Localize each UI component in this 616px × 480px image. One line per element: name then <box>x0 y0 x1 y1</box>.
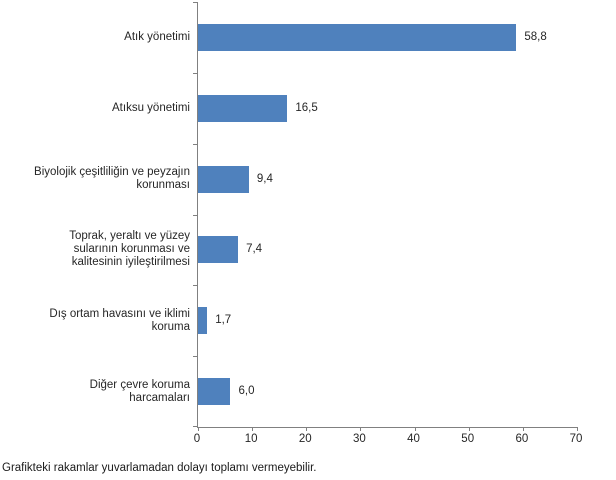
x-axis-tick-label-4: 40 <box>407 433 420 445</box>
y-axis-tick <box>193 356 198 358</box>
x-axis-tick-label-7: 70 <box>569 433 583 445</box>
bar-3 <box>198 236 239 264</box>
value-label-0: 58,8 <box>524 30 547 43</box>
category-label-line: Toprak, yeraltı ve yüzey <box>69 230 190 243</box>
x-axis-tick <box>522 427 524 431</box>
category-label-line: harcamaları <box>129 391 190 404</box>
y-axis-tick <box>193 143 198 145</box>
category-label-line: sularının korunması ve <box>73 243 190 256</box>
x-axis-tick-label-2: 20 <box>298 433 312 445</box>
category-label-0: Atık yönetimi <box>0 31 190 44</box>
category-label-line: Dış ortam havasını ve iklimi <box>49 307 190 320</box>
category-label-line: Atıksu yönetimi <box>112 101 190 114</box>
category-label-line: koruma <box>151 320 190 333</box>
x-axis-tick-label-5: 50 <box>461 433 475 445</box>
x-axis-tick <box>360 427 362 431</box>
category-label-4: Dış ortam havasını ve iklimi koruma <box>0 308 190 334</box>
category-label-1: Atıksu yönetimi <box>0 102 190 115</box>
bar-1 <box>198 94 288 122</box>
category-label-3: Toprak, yeraltı ve yüzey sularının korunm… <box>0 230 190 269</box>
x-axis-tick-label-0: 0 <box>193 433 201 445</box>
x-axis-tick <box>468 427 470 431</box>
x-axis-tick <box>252 427 254 431</box>
bar-0 <box>198 23 517 51</box>
x-axis-tick <box>198 427 199 431</box>
x-axis-tick-label-1: 10 <box>244 433 258 445</box>
category-label-line: korunması <box>136 179 190 192</box>
value-label-5: 6,0 <box>238 385 255 398</box>
category-label-2: Biyolojik çeşitliliğin ve peyzajın korunm… <box>0 166 190 192</box>
value-label-2: 9,4 <box>256 172 273 185</box>
category-label-line: Biyolojik çeşitliliğin ve peyzajın <box>34 166 190 179</box>
x-axis-tick-label-6: 60 <box>515 433 529 445</box>
y-axis-tick <box>193 72 198 74</box>
x-axis-tick-label-3: 30 <box>353 433 366 445</box>
plot-area: 58,8 16,5 9,4 7,4 1,7 6,0 <box>193 2 578 431</box>
bar-5 <box>198 378 231 406</box>
category-label-line: Diğer çevre koruma <box>89 378 190 391</box>
x-axis-tick <box>577 427 578 431</box>
value-label-4: 1,7 <box>215 314 232 327</box>
category-label-line: Atık yönetimi <box>124 30 190 43</box>
x-axis-tick <box>414 427 416 431</box>
bar-4 <box>198 307 208 335</box>
footer-note: Grafikteki rakamlar yuvarlamadan dolayı … <box>2 462 317 474</box>
value-label-1: 16,5 <box>295 101 318 114</box>
x-axis-tick <box>306 427 308 431</box>
y-axis-tick <box>193 214 198 216</box>
y-axis-tick <box>193 285 198 287</box>
y-axis-tick <box>193 2 198 3</box>
category-label-line: kalitesinin iyileştirilmesi <box>71 256 190 269</box>
bar-2 <box>198 165 249 193</box>
value-label-3: 7,4 <box>246 243 263 256</box>
y-axis-tick <box>193 426 198 427</box>
category-label-5: Diğer çevre koruma harcamaları <box>0 379 190 405</box>
